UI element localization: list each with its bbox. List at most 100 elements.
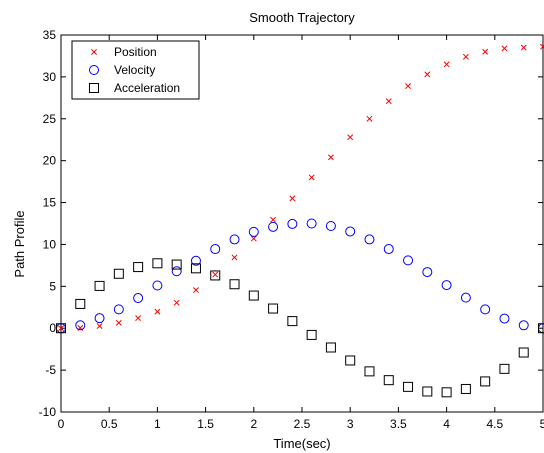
acceleration-point bbox=[538, 323, 544, 334]
legend-label: Velocity bbox=[114, 63, 155, 77]
series-acceleration bbox=[56, 258, 544, 398]
velocity-point bbox=[364, 234, 375, 245]
velocity-point bbox=[403, 255, 414, 266]
acceleration-point bbox=[287, 316, 298, 327]
legend-label: Acceleration bbox=[114, 81, 180, 95]
y-tick-label: -10 bbox=[39, 405, 57, 419]
position-point bbox=[501, 45, 508, 52]
acceleration-point bbox=[345, 355, 356, 366]
series-position bbox=[58, 43, 544, 332]
acceleration-point bbox=[364, 366, 375, 377]
x-tick-label: 2.5 bbox=[294, 417, 311, 431]
velocity-point bbox=[287, 218, 298, 229]
acceleration-point bbox=[480, 376, 491, 387]
velocity-point bbox=[229, 234, 240, 245]
velocity-point bbox=[210, 244, 221, 255]
y-tick-label: 5 bbox=[49, 279, 56, 293]
position-point bbox=[520, 44, 527, 51]
velocity-point bbox=[518, 320, 529, 331]
velocity-point bbox=[171, 266, 182, 277]
x-tick-label: 5 bbox=[540, 417, 544, 431]
series-velocity bbox=[56, 218, 544, 334]
x-tick-label: 3 bbox=[347, 417, 354, 431]
acceleration-point bbox=[441, 387, 452, 398]
position-point bbox=[405, 83, 411, 90]
velocity-point bbox=[441, 280, 452, 291]
position-point bbox=[462, 53, 469, 60]
acceleration-point bbox=[518, 347, 529, 358]
position-point bbox=[231, 254, 238, 261]
acceleration-point bbox=[268, 303, 279, 314]
position-point bbox=[115, 319, 122, 326]
x-tick-label: 4.5 bbox=[486, 417, 503, 431]
legend-label: Position bbox=[114, 45, 157, 59]
x-tick-label: 1 bbox=[154, 417, 161, 431]
velocity-point bbox=[152, 280, 163, 291]
x-tick-label: 3.5 bbox=[390, 417, 407, 431]
legend-marker bbox=[89, 83, 99, 93]
acceleration-point bbox=[229, 279, 240, 290]
y-tick-label: 25 bbox=[43, 112, 57, 126]
acceleration-point bbox=[75, 298, 86, 309]
y-tick-label: -5 bbox=[45, 363, 56, 377]
position-point bbox=[212, 271, 219, 278]
position-point bbox=[327, 154, 334, 161]
position-point bbox=[58, 325, 64, 332]
acceleration-point bbox=[306, 329, 317, 340]
position-point bbox=[173, 299, 180, 306]
position-point bbox=[154, 308, 161, 315]
position-point bbox=[96, 323, 103, 329]
acceleration-point bbox=[210, 270, 221, 281]
position-point bbox=[540, 43, 544, 50]
position-point bbox=[308, 174, 315, 181]
legend: Position Velocity Acceleration bbox=[71, 40, 200, 100]
velocity-point bbox=[190, 255, 201, 266]
legend-item-acceleration: Acceleration bbox=[89, 81, 180, 95]
position-point bbox=[482, 48, 489, 55]
position-point bbox=[385, 98, 392, 105]
acceleration-point bbox=[152, 258, 163, 269]
acceleration-point bbox=[383, 375, 394, 386]
velocity-point bbox=[75, 320, 86, 331]
velocity-point bbox=[460, 292, 471, 303]
acceleration-point bbox=[248, 290, 259, 301]
legend-item-velocity: Velocity bbox=[89, 63, 155, 77]
y-tick-label: 0 bbox=[49, 321, 56, 335]
y-tick-label: 35 bbox=[43, 28, 57, 42]
velocity-point bbox=[480, 304, 491, 315]
acceleration-point bbox=[171, 259, 182, 270]
axis-ticks: 0 0.5 1 1.5 2 2.5 3 3.5 4 4.5 5 -10 -5 0 5 10 15 20 25 30 35 bbox=[39, 28, 544, 431]
position-point bbox=[250, 235, 257, 242]
y-tick-label: 30 bbox=[43, 70, 57, 84]
x-tick-label: 4 bbox=[443, 417, 450, 431]
position-point bbox=[443, 61, 450, 68]
velocity-point bbox=[422, 267, 433, 278]
velocity-point bbox=[133, 293, 144, 304]
x-tick-label: 0.5 bbox=[101, 417, 118, 431]
position-point bbox=[366, 115, 373, 122]
acceleration-point bbox=[133, 262, 144, 273]
position-point bbox=[289, 195, 296, 202]
x-tick-label: 0 bbox=[58, 417, 65, 431]
position-point bbox=[270, 216, 277, 223]
velocity-point bbox=[248, 226, 259, 237]
acceleration-point bbox=[403, 381, 414, 392]
velocity-point bbox=[499, 313, 510, 324]
position-point bbox=[347, 134, 354, 141]
x-axis-label: Time(sec) bbox=[273, 436, 330, 451]
acceleration-point bbox=[56, 323, 66, 334]
acceleration-point bbox=[190, 263, 201, 274]
velocity-point bbox=[113, 304, 124, 315]
velocity-point bbox=[325, 221, 336, 232]
acceleration-point bbox=[94, 280, 105, 291]
velocity-point bbox=[94, 313, 105, 324]
velocity-point bbox=[268, 221, 279, 232]
legend-marker bbox=[91, 49, 97, 55]
velocity-point bbox=[383, 244, 394, 255]
legend-marker bbox=[89, 65, 99, 75]
acceleration-point bbox=[422, 386, 433, 397]
data-marks bbox=[56, 43, 544, 398]
acceleration-point bbox=[460, 383, 471, 394]
y-tick-label: 20 bbox=[43, 154, 57, 168]
